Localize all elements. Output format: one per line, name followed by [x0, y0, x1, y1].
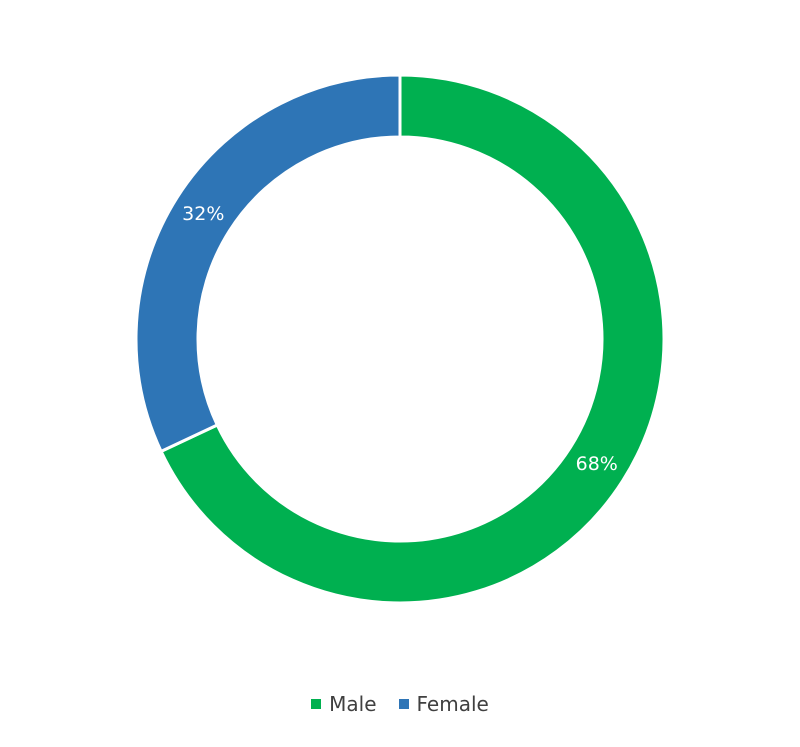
legend-label-female: Female: [416, 692, 489, 716]
legend-item-male: Male: [311, 692, 377, 716]
legend-item-female: Female: [398, 692, 489, 716]
slice-male: [159, 73, 666, 605]
legend-label-male: Male: [329, 692, 377, 716]
data-label-female: 32%: [182, 203, 224, 225]
legend-swatch-male: [311, 699, 322, 709]
slice-female: [134, 73, 402, 454]
donut-data-labels: 68% 32%: [182, 203, 618, 475]
data-label-male: 68%: [576, 453, 618, 475]
legend: Male Female: [0, 690, 800, 718]
donut-slices: [134, 73, 666, 605]
legend-swatch-female: [398, 699, 409, 709]
